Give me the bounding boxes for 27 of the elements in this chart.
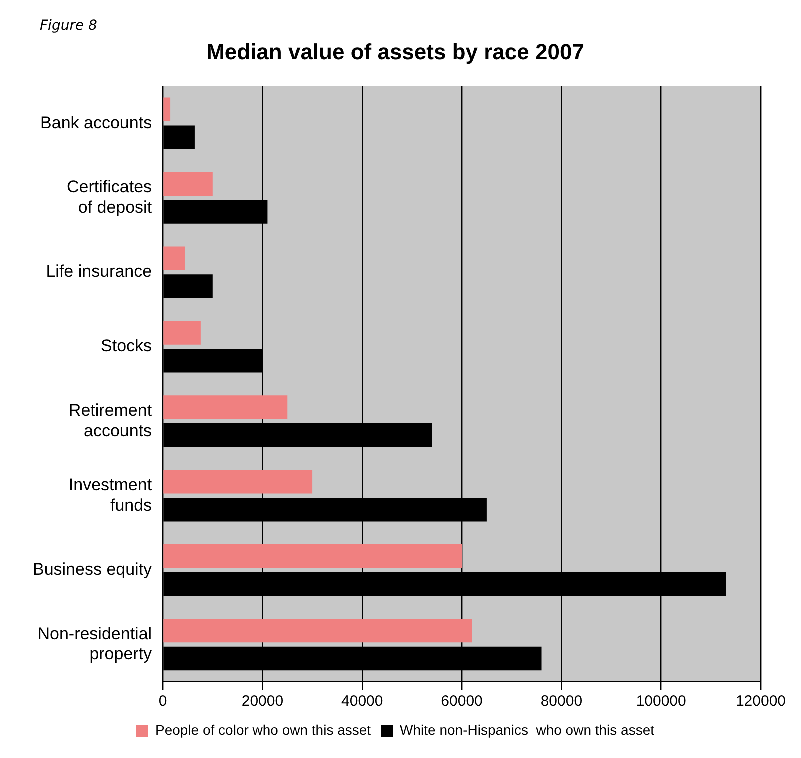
bar — [164, 98, 171, 122]
bar — [164, 544, 462, 568]
y-tick-label: Life insurance — [46, 262, 152, 282]
bar — [164, 470, 313, 494]
x-tick-label: 100000 — [636, 693, 686, 710]
bar — [164, 321, 201, 345]
bar — [164, 618, 472, 643]
x-tick-label: 20000 — [242, 693, 284, 710]
bar — [164, 172, 213, 196]
bar — [164, 246, 185, 270]
y-tick-label: Certificates of deposit — [67, 178, 152, 217]
caption: Figure 8 — [40, 18, 98, 34]
y-tick-label: Stocks — [101, 336, 152, 356]
x-tick-label: 120000 — [736, 693, 786, 710]
y-tick-label: Business equity — [32, 560, 153, 580]
bar — [164, 396, 288, 420]
x-tick-label: 80000 — [540, 693, 583, 710]
legend-label: White non-Hispanics who own this asset — [400, 722, 655, 738]
x-tick-label: 0 — [158, 693, 168, 710]
x-tick-label: 60000 — [441, 693, 483, 710]
y-tick-label: Investment funds — [68, 475, 152, 515]
y-tick-label: Bank accounts — [40, 113, 152, 132]
legend-label: People of color who own this asset — [155, 722, 372, 738]
x-tick-label: 40000 — [342, 693, 384, 710]
chart-title: Median value of assets by race 2007 — [206, 39, 584, 64]
y-tick-label: Non-residential property — [38, 624, 153, 664]
y-tick-label: Retirement accounts — [68, 400, 152, 440]
